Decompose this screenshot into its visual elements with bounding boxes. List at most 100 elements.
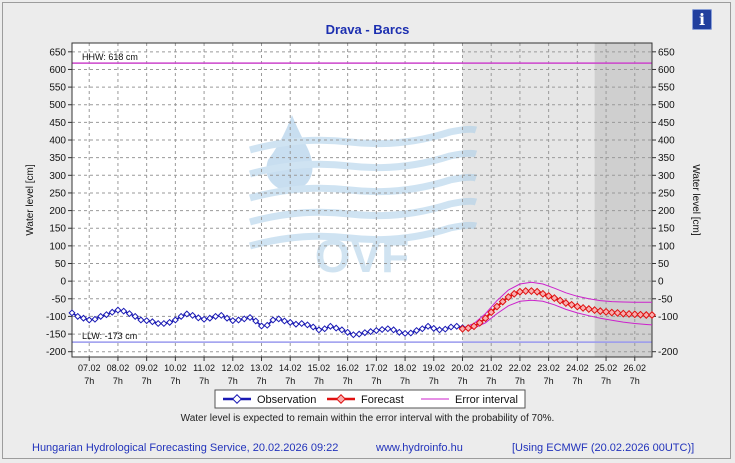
- observation-point: [401, 329, 409, 337]
- ytick-label-right: 0: [658, 277, 664, 288]
- footer-website[interactable]: www.hydroinfo.hu: [376, 442, 463, 454]
- observation-point: [102, 311, 110, 319]
- watermark-wave-4: [249, 221, 478, 250]
- xtick-hour-label: 7h: [199, 376, 209, 386]
- forecast-point: [619, 309, 628, 318]
- ytick-label-left: -150: [46, 330, 66, 341]
- xtick-date-label: 10.02: [164, 363, 187, 373]
- forecast-point: [561, 299, 570, 307]
- observation-point: [298, 319, 306, 328]
- ytick-label-right: 300: [658, 171, 675, 182]
- forecast-point: [636, 310, 645, 319]
- observation-point: [430, 324, 438, 332]
- observation-point: [234, 316, 243, 324]
- observation-point: [309, 323, 317, 331]
- xtick-hour-label: 7h: [544, 376, 554, 386]
- forecast-point: [573, 302, 582, 311]
- observation-point: [390, 326, 398, 334]
- ytick-label-left: 150: [49, 224, 66, 235]
- ytick-label-right: 400: [658, 136, 675, 147]
- observation-point: [395, 328, 403, 336]
- reference-label-0: HHW: 618 cm: [82, 52, 138, 62]
- forecast-point: [510, 289, 519, 298]
- ytick-label-right: 500: [658, 100, 675, 111]
- observation-point: [435, 326, 444, 334]
- xtick-date-label: 23.02: [537, 363, 560, 373]
- ytick-label-left: 400: [49, 136, 66, 147]
- observation-point: [68, 309, 76, 317]
- observation-point: [286, 318, 294, 326]
- info-icon[interactable]: i: [692, 9, 712, 30]
- observation-point: [154, 319, 162, 328]
- observation-point: [280, 317, 289, 325]
- reference-label-1: LLW: -173 cm: [82, 331, 137, 341]
- legend-marker-0: [232, 394, 242, 404]
- observation-point: [257, 322, 266, 330]
- observation-point: [137, 316, 145, 324]
- xtick-hour-label: 7h: [343, 376, 353, 386]
- ytick-label-left: -100: [46, 312, 66, 323]
- forecast-point: [521, 287, 530, 295]
- forecast-point: [492, 302, 501, 311]
- forecast-point: [642, 311, 651, 319]
- legend-label-2: Error interval: [455, 394, 518, 406]
- legend-box: [214, 389, 526, 409]
- observation-point: [292, 320, 300, 328]
- forecast-point: [538, 289, 547, 298]
- forecast-point: [648, 311, 656, 319]
- observation-point: [263, 321, 271, 329]
- observation-point: [275, 315, 283, 323]
- observation-point: [143, 317, 151, 325]
- observation-point: [413, 327, 421, 335]
- ytick-label-left: 350: [49, 153, 66, 164]
- observation-point: [177, 312, 185, 320]
- observation-point: [206, 314, 214, 322]
- forecast-point: [550, 294, 559, 303]
- observation-point: [171, 316, 179, 324]
- observation-point: [332, 324, 340, 332]
- xtick-hour-label: 7h: [457, 376, 467, 386]
- observation-point: [200, 315, 208, 323]
- legend-label-0: Observation: [257, 394, 316, 406]
- observation-point: [189, 311, 197, 319]
- chart-title: Drava - Barcs: [325, 22, 410, 37]
- ytick-label-right: 650: [658, 47, 675, 58]
- footer-service: Hungarian Hydrological Forecasting Servi…: [32, 442, 339, 454]
- xtick-date-label: 25.02: [595, 363, 618, 373]
- observation-point: [74, 312, 82, 320]
- observation-point: [407, 329, 415, 337]
- xtick-hour-label: 7h: [170, 376, 180, 386]
- probability-note: Water level is expected to remain within…: [180, 413, 555, 424]
- ytick-label-left: 50: [55, 259, 67, 270]
- ytick-label-left: 200: [49, 206, 66, 217]
- observation-point: [344, 328, 352, 336]
- window-frame: [2, 2, 731, 459]
- ytick-label-right: 100: [658, 241, 675, 252]
- xtick-hour-label: 7h: [314, 376, 324, 386]
- observation-point: [349, 331, 357, 339]
- xtick-hour-label: 7h: [228, 376, 238, 386]
- forecast-point: [470, 322, 478, 331]
- observation-point: [338, 326, 346, 334]
- ovf-watermark: OVF: [249, 115, 478, 282]
- ylabel-left: Water level [cm]: [25, 164, 36, 236]
- observation-point: [85, 316, 93, 324]
- observation-point: [125, 310, 133, 318]
- watermark-wave-0: [249, 125, 478, 154]
- xtick-hour-label: 7h: [630, 376, 640, 386]
- ytick-label-right: 250: [658, 188, 675, 199]
- footer-model: [Using ECMWF (20.02.2026 00UTC)]: [512, 442, 695, 454]
- observation-point: [326, 322, 334, 330]
- xtick-date-label: 15.02: [308, 363, 331, 373]
- ytick-label-right: -50: [658, 294, 673, 305]
- ytick-label-left: -200: [46, 347, 66, 358]
- xtick-hour-label: 7h: [113, 376, 123, 386]
- ytick-label-right: 600: [658, 65, 675, 76]
- observation-point: [229, 317, 237, 325]
- plot-border: [71, 42, 653, 358]
- xtick-date-label: 22.02: [509, 363, 532, 373]
- observation-point: [183, 310, 191, 318]
- ytick-label-left: 500: [49, 100, 66, 111]
- xtick-date-label: 26.02: [624, 363, 647, 373]
